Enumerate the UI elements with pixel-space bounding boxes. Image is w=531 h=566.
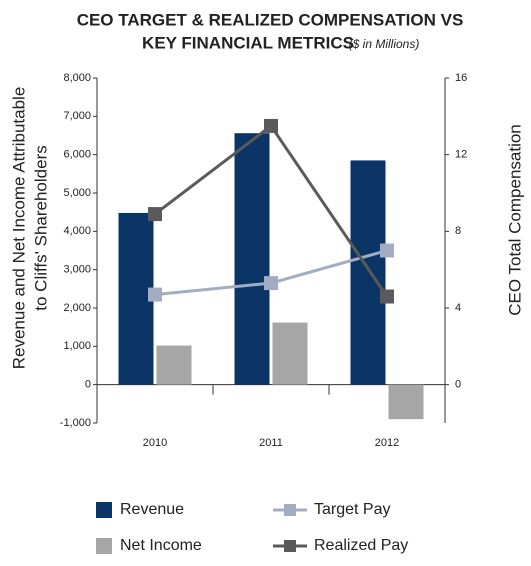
y-tick-label: 6,000 <box>63 149 91 161</box>
bar <box>388 384 424 420</box>
marker <box>264 276 278 291</box>
y-tick-label: 1,000 <box>63 340 91 352</box>
y2-axis-title: CEO Total Compensation <box>505 124 524 316</box>
chart-title: CEO TARGET & REALIZED COMPENSATION VS <box>77 10 464 29</box>
bar <box>350 160 386 385</box>
legend-swatch <box>96 538 112 554</box>
y2-tick-label: 0 <box>455 379 461 391</box>
y2-tick-label: 12 <box>455 149 467 161</box>
y-axis-title: to Cliffs' Shareholders <box>31 145 50 310</box>
y-tick-label: 0 <box>85 379 91 391</box>
bar <box>156 345 192 385</box>
legend-label: Target Pay <box>314 501 390 518</box>
marker <box>380 289 394 304</box>
y-tick-label: 7,000 <box>63 110 91 122</box>
marker <box>264 118 278 133</box>
bar <box>272 322 308 385</box>
y-tick-label: 5,000 <box>63 187 91 199</box>
y2-tick-label: 16 <box>455 72 467 84</box>
y-tick-label: 2,000 <box>63 302 91 314</box>
chart-title: KEY FINANCIAL METRICS <box>142 33 354 52</box>
marker <box>148 287 162 302</box>
marker <box>380 243 394 258</box>
legend-swatch <box>284 540 296 552</box>
legend-label: Revenue <box>120 501 184 518</box>
bar <box>118 212 154 385</box>
chart-subtitle: ($ in Millions) <box>349 37 420 51</box>
y-tick-label: -1,000 <box>60 417 91 429</box>
y-tick-label: 3,000 <box>63 264 91 276</box>
x-tick-label: 2010 <box>143 437 167 449</box>
marker <box>148 207 162 222</box>
legend-swatch <box>284 504 296 516</box>
y2-tick-label: 8 <box>455 225 461 237</box>
y-tick-label: 8,000 <box>63 72 91 84</box>
legend-swatch <box>96 502 112 518</box>
legend-label: Realized Pay <box>314 537 408 554</box>
x-tick-label: 2011 <box>259 437 283 449</box>
x-tick-label: 2012 <box>375 437 399 449</box>
bar <box>234 133 270 385</box>
y-axis-title: Revenue and Net Income Attributable <box>9 87 28 370</box>
y-tick-label: 4,000 <box>63 225 91 237</box>
legend-label: Net Income <box>120 537 202 554</box>
y2-tick-label: 4 <box>455 302 461 314</box>
